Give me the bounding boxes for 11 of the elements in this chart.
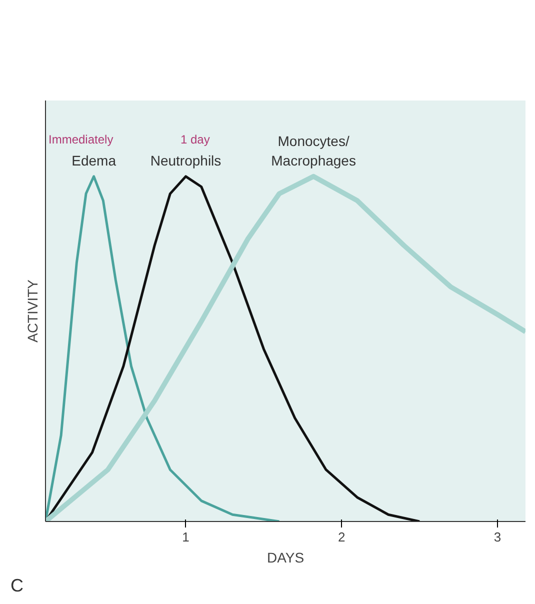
- series-label: Edema: [72, 152, 116, 168]
- x-tick-label: 1: [182, 530, 190, 544]
- text: C: [10, 576, 24, 596]
- x-tick-label: 2: [338, 530, 346, 544]
- series-label: Neutrophils: [150, 152, 222, 168]
- series-label: Monocytes/ Macrophages: [271, 133, 356, 168]
- text: Immediately: [48, 132, 114, 146]
- x-tick-label: 3: [494, 530, 502, 544]
- x-axis-title: DAYS: [266, 550, 304, 566]
- y-axis-title: ACTIVITY: [24, 278, 40, 343]
- text: 1 day: [180, 132, 210, 146]
